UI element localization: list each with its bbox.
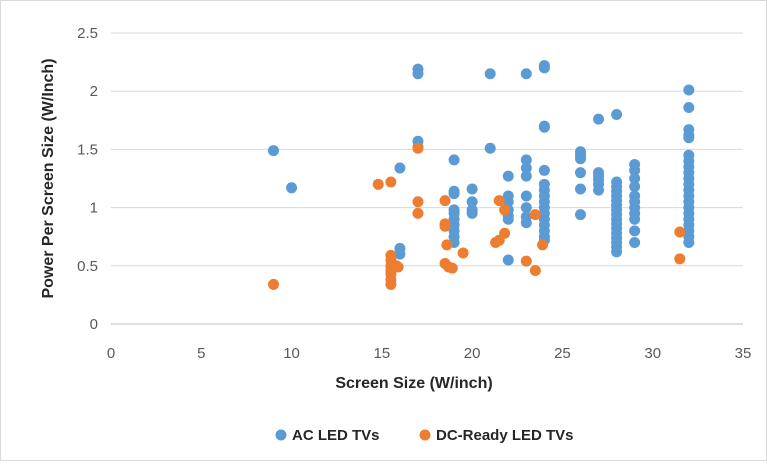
ac-led-point: [448, 154, 460, 166]
dc-ready-led-point: [674, 226, 686, 238]
ac-led-point: [629, 164, 641, 176]
gridlines: [111, 32, 743, 267]
dc-ready-led-point: [412, 142, 424, 154]
ac-led-point: [629, 181, 641, 193]
ac-led-point: [466, 196, 478, 208]
y-tick-label: 0: [90, 316, 98, 333]
ac-led-point: [574, 183, 586, 195]
dc-ready-led-point: [499, 204, 511, 216]
y-axis-title: Power Per Screen Size (W/Inch): [40, 58, 57, 298]
data-points: [268, 60, 695, 290]
ac-led-point: [683, 132, 695, 144]
ac-led-point: [520, 162, 532, 174]
ac-led-point: [520, 190, 532, 202]
ac-led-point: [268, 145, 280, 157]
x-tick-label: 0: [107, 345, 115, 362]
axes: 0 0.5 1 1.5 2 2.5 0 5 10 15 20 25 30 35: [77, 25, 751, 362]
ac-led-point: [538, 62, 550, 74]
dc-ready-led-point: [439, 220, 451, 232]
x-tick-label: 35: [735, 345, 752, 362]
ac-led-point: [448, 188, 460, 200]
x-tick-label: 10: [283, 345, 300, 362]
ac-led-point: [520, 202, 532, 214]
dc-ready-led-point: [520, 255, 532, 267]
ac-led-point: [538, 164, 550, 176]
ac-led-point: [286, 182, 298, 194]
y-tick-label: 2.5: [77, 25, 98, 42]
dc-ready-led-point: [529, 209, 541, 221]
dc-ready-led-point: [457, 247, 469, 259]
legend-marker: [275, 429, 287, 441]
dc-ready-led-point: [385, 278, 397, 290]
y-tick-label: 2: [90, 83, 98, 100]
ac-led-point: [629, 173, 641, 184]
dc-ready-led-point: [439, 195, 451, 207]
ac-led-point: [502, 254, 514, 266]
x-tick-label: 5: [197, 345, 205, 362]
ac-led-point: [683, 84, 695, 96]
dc-ready-led-point: [385, 176, 397, 188]
dc-ready-led-point: [412, 207, 424, 219]
y-tick-label: 1.5: [77, 141, 98, 158]
ac-led-point: [574, 153, 586, 165]
dc-ready-led-point: [529, 264, 541, 276]
legend: AC LED TVs DC-Ready LED TVs: [275, 427, 574, 444]
ac-led-point: [394, 162, 406, 174]
ac-led-point: [520, 170, 532, 182]
y-tick-label: 1: [90, 200, 98, 217]
ac-led-point: [466, 207, 478, 219]
dc-ready-led-point: [372, 178, 384, 190]
dc-ready-led-point: [537, 239, 549, 251]
x-tick-label: 15: [374, 345, 391, 362]
dc-ready-led-point: [412, 196, 424, 208]
x-axis-title: Screen Size (W/inch): [335, 375, 492, 392]
y-tick-label: 0.5: [77, 258, 98, 275]
ac-led-point: [593, 184, 605, 196]
ac-led-point: [611, 246, 623, 258]
dc-ready-led-point: [446, 262, 458, 274]
ac-led-point: [629, 213, 641, 225]
dc-ready-led-point: [268, 278, 280, 290]
dc-ready-led-point: [441, 239, 453, 251]
ac-led-point: [683, 237, 695, 249]
x-tick-label: 20: [464, 345, 481, 362]
ac-led-point: [611, 108, 623, 120]
legend-label: AC LED TVs: [292, 427, 380, 444]
legend-marker: [419, 429, 431, 441]
ac-led-point: [502, 170, 514, 182]
dc-ready-led-point: [392, 261, 404, 273]
dc-ready-led-point: [490, 237, 502, 249]
dc-ready-led-point: [493, 195, 505, 207]
ac-led-point: [484, 142, 496, 154]
legend-label: DC-Ready LED TVs: [436, 427, 574, 444]
x-tick-label: 30: [644, 345, 661, 362]
ac-led-point: [484, 68, 496, 80]
dc-ready-led-point: [674, 253, 686, 265]
ac-led-point: [394, 248, 406, 260]
ac-led-point: [629, 237, 641, 249]
ac-led-point: [574, 167, 586, 179]
ac-led-point: [538, 121, 550, 133]
ac-led-point: [629, 225, 641, 237]
ac-led-point: [593, 113, 605, 125]
ac-led-point: [502, 213, 514, 225]
ac-led-point: [520, 217, 532, 229]
x-tick-label: 25: [554, 345, 571, 362]
ac-led-point: [683, 101, 695, 113]
ac-led-point: [520, 68, 532, 80]
ac-led-point: [520, 154, 532, 166]
ac-led-point: [412, 68, 424, 80]
ac-led-point: [574, 209, 586, 221]
ac-led-point: [466, 183, 478, 195]
